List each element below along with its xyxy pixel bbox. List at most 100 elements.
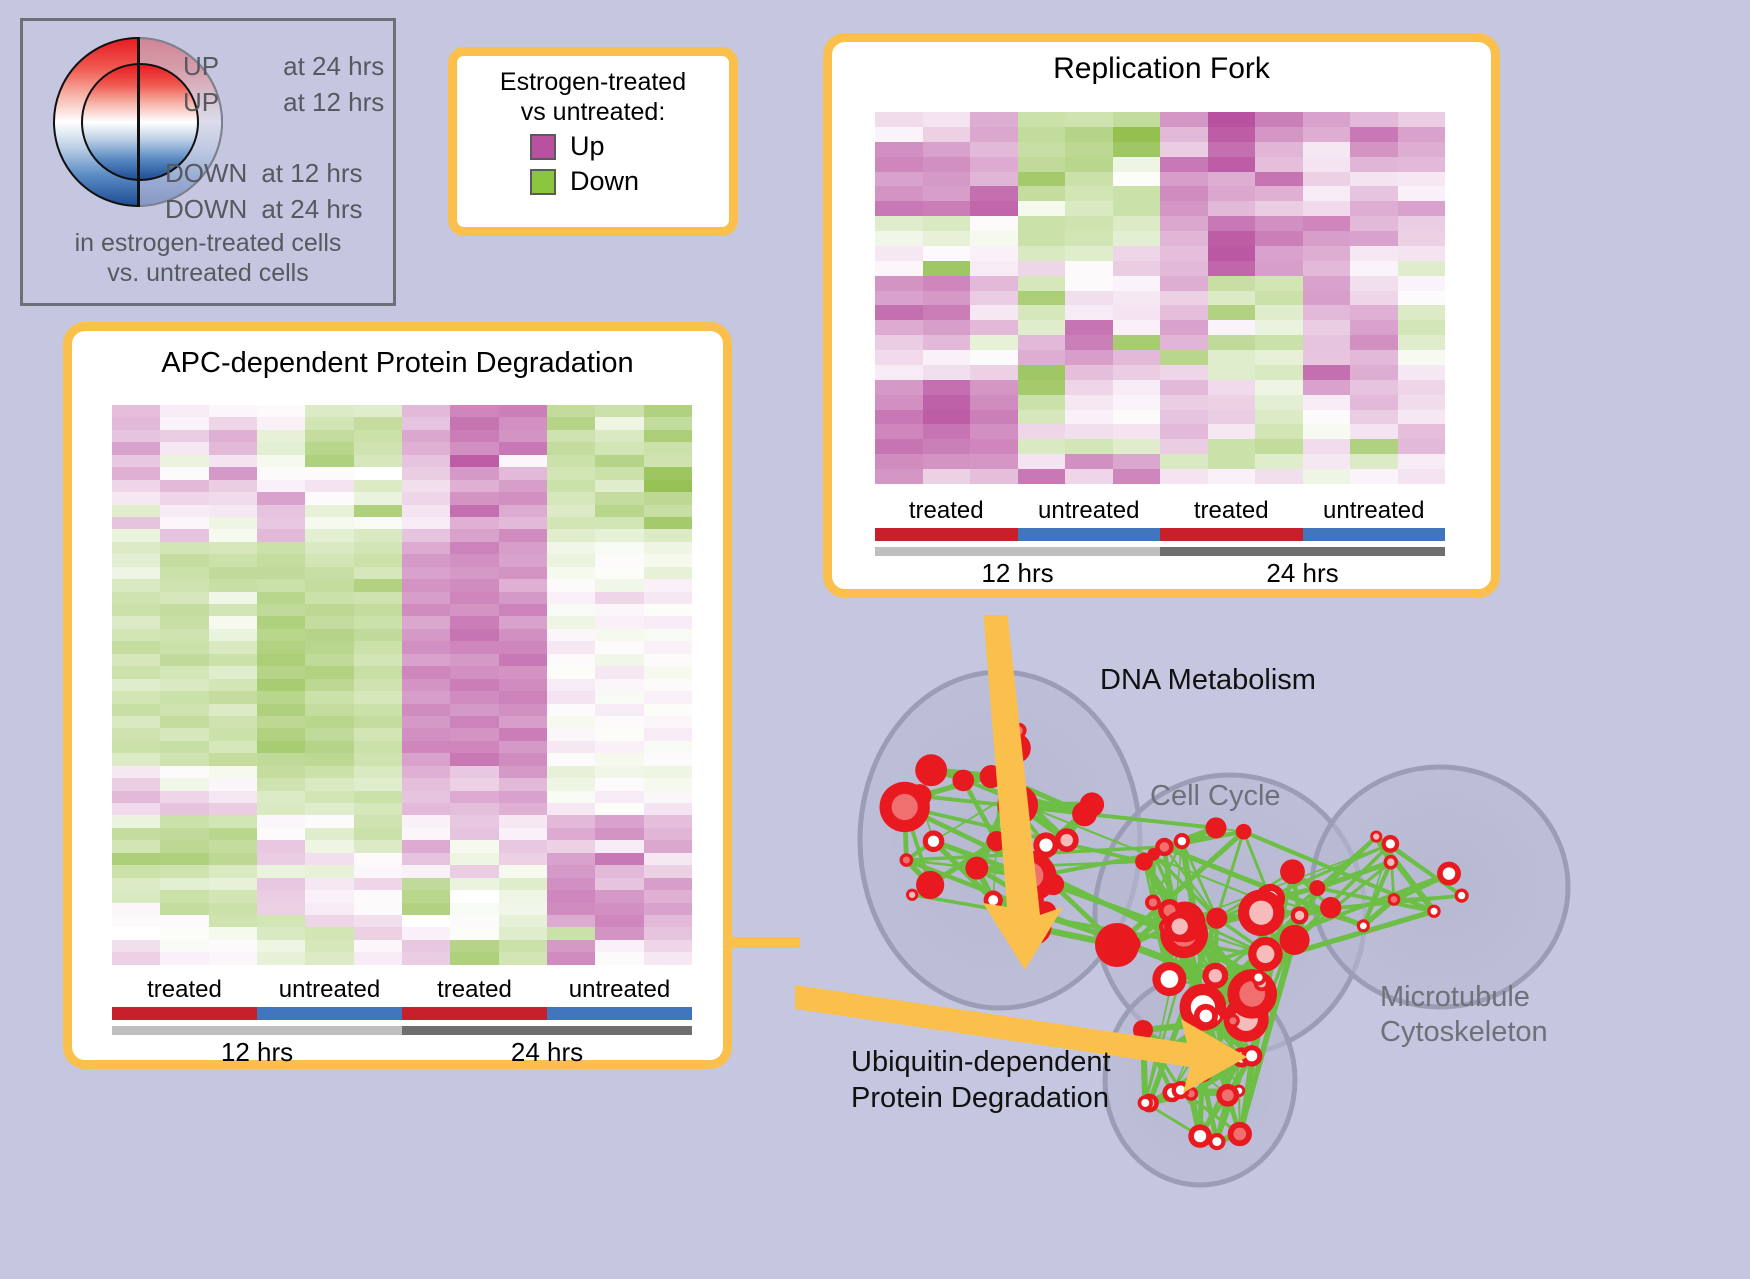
heatmap-cell bbox=[1302, 275, 1350, 291]
heatmap-cell bbox=[353, 454, 402, 468]
heatmap-cell bbox=[595, 467, 644, 480]
heatmap-cell bbox=[208, 454, 257, 468]
heatmap-cell bbox=[208, 541, 257, 555]
heatmap-cell bbox=[160, 529, 209, 542]
heatmap-cell bbox=[1255, 112, 1303, 127]
heatmap-cell bbox=[450, 803, 499, 816]
network-node[interactable] bbox=[965, 856, 989, 880]
heatmap-cell bbox=[256, 554, 306, 567]
network-node[interactable] bbox=[1205, 817, 1227, 839]
heatmap-cell bbox=[208, 939, 257, 953]
heatmap-cell bbox=[498, 604, 547, 617]
heatmap-column bbox=[401, 405, 451, 965]
color-scale-legend: UP at 24 hrs UP at 12 hrs DOWN at 12 hrs DO… bbox=[20, 18, 396, 306]
heatmap-cell bbox=[1207, 364, 1255, 380]
network-edge bbox=[1200, 834, 1379, 1010]
cluster-label-microtubule-line2: Cytoskeleton bbox=[1380, 1015, 1548, 1048]
network-node[interactable] bbox=[1095, 923, 1139, 967]
heatmap-cell bbox=[160, 827, 209, 841]
heatmap-cell bbox=[112, 417, 161, 430]
network-node[interactable] bbox=[1133, 1020, 1153, 1040]
cluster-label-ubiquitin-line2: Protein Degradation bbox=[851, 1082, 1109, 1115]
network-node[interactable] bbox=[1280, 859, 1305, 885]
heatmap-cell bbox=[256, 442, 306, 455]
heatmap-cell bbox=[305, 666, 354, 679]
heatmap-cell bbox=[1207, 216, 1255, 231]
group-label: treated bbox=[437, 976, 512, 1003]
heatmap-cell bbox=[160, 914, 209, 928]
heatmap-cell bbox=[970, 216, 1018, 231]
heatmap-cell bbox=[546, 927, 596, 940]
heatmap-cell bbox=[498, 852, 547, 866]
heatmap-cell bbox=[1255, 171, 1303, 187]
heatmap-cell bbox=[546, 914, 596, 928]
heatmap-cell bbox=[401, 554, 451, 567]
heatmap-cell bbox=[401, 890, 451, 903]
heatmap-cell bbox=[498, 914, 547, 928]
heatmap-cell bbox=[450, 715, 499, 729]
heatmap-cell bbox=[970, 409, 1018, 425]
heatmap-cell bbox=[546, 666, 596, 679]
heatmap-cell bbox=[1112, 409, 1160, 425]
heatmap-cell bbox=[353, 927, 402, 940]
heatmap-cell bbox=[498, 429, 547, 443]
network-node[interactable] bbox=[1279, 924, 1310, 955]
heatmap-cell bbox=[1160, 364, 1208, 380]
heatmap-cell bbox=[1112, 364, 1160, 380]
network-node[interactable] bbox=[1309, 880, 1326, 897]
heatmap-cell bbox=[1207, 260, 1255, 276]
heatmap-cell bbox=[256, 479, 306, 493]
heatmap-cell bbox=[401, 939, 451, 953]
network-node[interactable] bbox=[1319, 896, 1342, 919]
heatmap-cell bbox=[1397, 275, 1445, 291]
heatmap-cell bbox=[643, 753, 692, 766]
key-row-up-12: UP at 12 hrs bbox=[183, 87, 384, 118]
heatmap-cell bbox=[875, 409, 923, 425]
heatmap-cell bbox=[353, 952, 402, 965]
heatmap-cell bbox=[256, 939, 306, 953]
heatmap-cell bbox=[450, 902, 499, 915]
heatmap-cell bbox=[595, 865, 644, 878]
heatmap-cell bbox=[498, 927, 547, 940]
pathway-network-graph bbox=[795, 615, 1750, 1279]
heatmap-cell bbox=[498, 765, 547, 779]
network-node-core bbox=[1175, 1085, 1186, 1095]
heatmap-cell bbox=[546, 815, 596, 828]
heatmap-cell bbox=[208, 417, 257, 430]
network-node[interactable] bbox=[1206, 907, 1228, 929]
heatmap-cell bbox=[1255, 469, 1303, 484]
heatmap-cell bbox=[256, 579, 306, 592]
heatmap-cell bbox=[1065, 290, 1113, 306]
heatmap-cell bbox=[875, 469, 923, 484]
network-node[interactable] bbox=[1135, 852, 1153, 871]
heatmap-cell bbox=[208, 865, 257, 878]
network-node[interactable] bbox=[1079, 792, 1105, 817]
heatmap-cell bbox=[643, 678, 692, 692]
heatmap-cell bbox=[1065, 260, 1113, 276]
network-node[interactable] bbox=[915, 754, 948, 787]
heatmap-cell bbox=[256, 790, 306, 803]
network-node[interactable] bbox=[1235, 823, 1252, 840]
heatmap-cell bbox=[546, 852, 596, 866]
heatmap-cell bbox=[450, 529, 499, 542]
heatmap-cell bbox=[208, 852, 257, 866]
heatmap-cell bbox=[922, 216, 970, 231]
heatmap-cell bbox=[1017, 201, 1065, 217]
heatmap-cell bbox=[401, 927, 451, 940]
heatmap-cell bbox=[1397, 424, 1445, 440]
heatmap-cell bbox=[208, 529, 257, 542]
heatmap-cell bbox=[922, 156, 970, 172]
network-node[interactable] bbox=[952, 769, 975, 792]
heatmap-cell bbox=[112, 604, 161, 617]
heatmap-cell bbox=[595, 703, 644, 716]
heatmap-cell bbox=[160, 877, 209, 891]
heatmap-cell bbox=[401, 541, 451, 555]
heatmap-cell bbox=[498, 715, 547, 729]
treatment-bar-untreated bbox=[257, 1007, 402, 1020]
network-node[interactable] bbox=[916, 870, 945, 900]
heatmap-cell bbox=[1255, 394, 1303, 410]
heatmap-cell bbox=[1017, 409, 1065, 425]
heatmap-cell bbox=[160, 454, 209, 468]
heatmap-cell bbox=[595, 765, 644, 779]
network-edge bbox=[960, 778, 999, 844]
